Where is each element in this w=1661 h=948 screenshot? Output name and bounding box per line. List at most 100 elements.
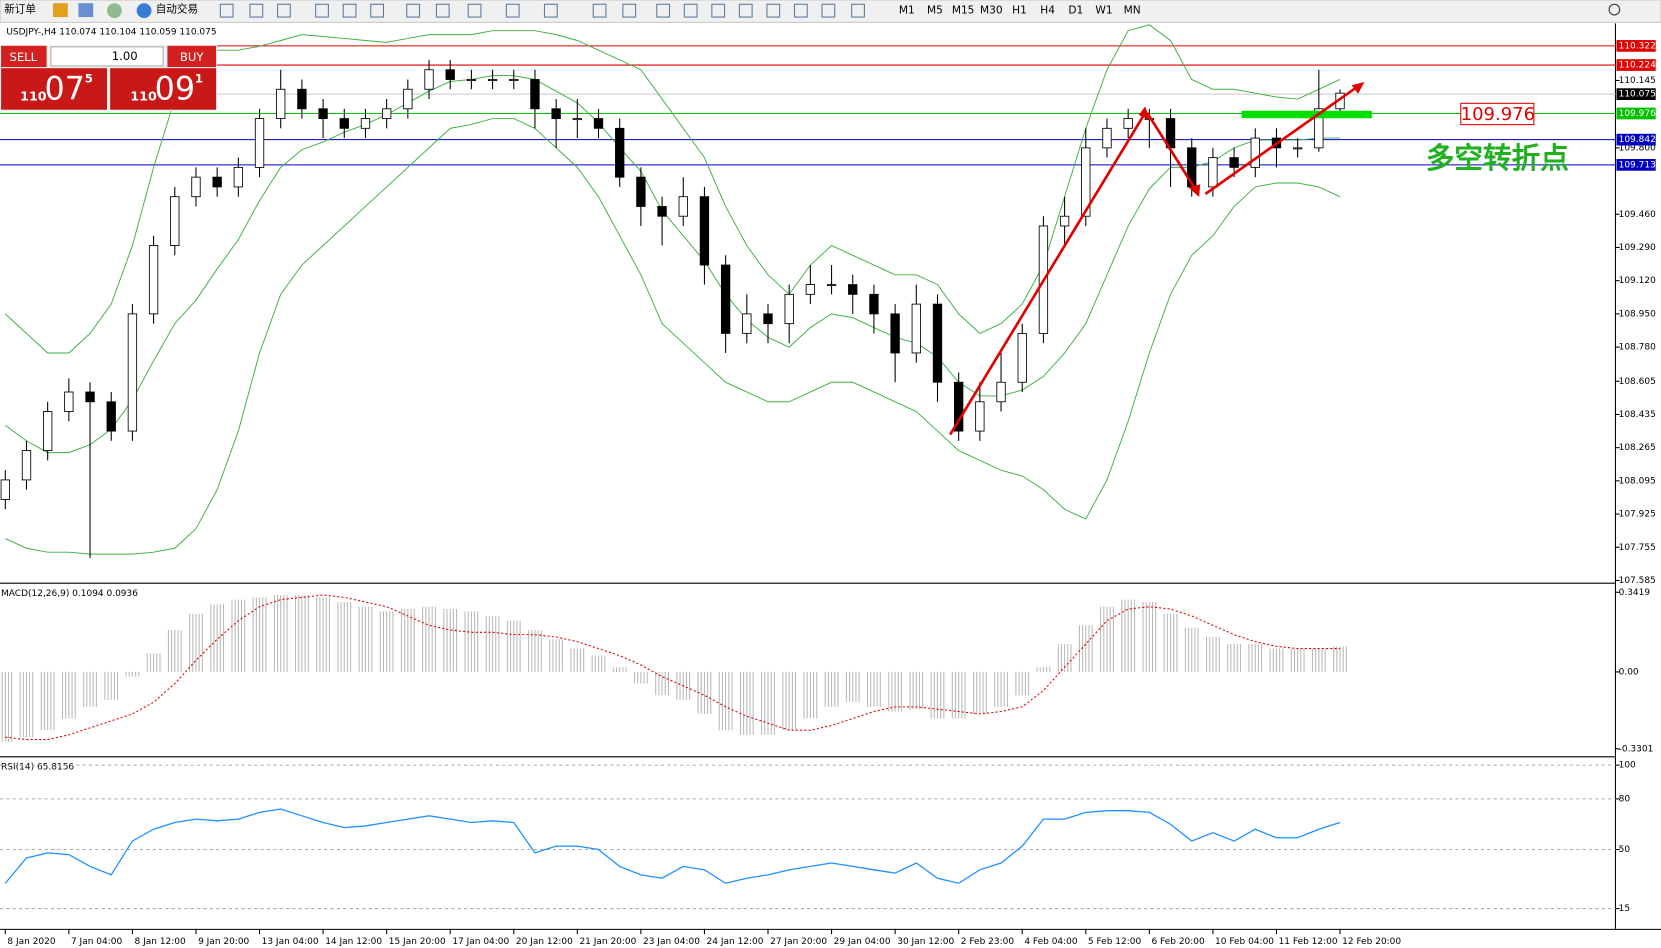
bollinger-upper [4, 24, 1341, 354]
candle-body [657, 206, 667, 217]
timeframe-button[interactable]: H4 [1040, 4, 1055, 17]
sell-price-box[interactable] [1, 68, 107, 110]
candle-body [975, 401, 985, 432]
candle-body [551, 108, 561, 119]
candle-body [699, 196, 710, 266]
tool-icon[interactable] [315, 3, 329, 18]
arrow-head [1188, 184, 1201, 198]
tool-icon[interactable] [505, 3, 520, 18]
tool-icon[interactable] [406, 3, 421, 18]
tool-icon[interactable] [711, 3, 726, 18]
x-tick-label: 30 Jan 12:00 [897, 937, 954, 947]
auto-trading-icon[interactable] [136, 3, 152, 19]
tool-icon[interactable] [592, 3, 607, 18]
buy-price-box[interactable] [110, 68, 217, 110]
y-tick-label: 107.585 [1619, 576, 1656, 586]
price-level-tag [1616, 88, 1656, 100]
tool-icon[interactable] [467, 3, 482, 18]
toolbar: 新订单 自动交易 M1 M5 M15 M30 H1 H4 D1 W1 MN [0, 0, 1661, 23]
timeframe-button[interactable]: H1 [1012, 4, 1027, 17]
price-level-tag [1616, 59, 1656, 71]
candle-body [85, 391, 95, 403]
icon[interactable] [106, 3, 122, 19]
auto-trading-button[interactable]: 自动交易 [156, 3, 198, 16]
candle-body [678, 196, 688, 217]
sell-button[interactable] [1, 45, 47, 68]
icon[interactable] [78, 3, 94, 18]
x-tick-label: 5 Feb 12:00 [1088, 937, 1142, 947]
y-tick-label: 109.800 [1619, 143, 1656, 153]
new-order-button[interactable]: 新订单 [4, 3, 36, 16]
tool-icon[interactable] [219, 3, 234, 18]
tool-icon[interactable] [249, 3, 264, 18]
candle-body [1081, 147, 1091, 217]
y-tick-label: 108.095 [1619, 476, 1656, 486]
y-tick-label: 109.460 [1619, 210, 1656, 220]
tool-icon[interactable] [821, 3, 836, 18]
tool-icon[interactable] [543, 3, 558, 18]
tool-icon[interactable] [435, 3, 450, 18]
timeframe-button[interactable]: D1 [1068, 4, 1083, 17]
price-level-label: 110.322 [1619, 41, 1656, 51]
y-tick-label: 50 [1619, 845, 1631, 855]
y-tick-label: 108.950 [1619, 309, 1656, 319]
tool-icon[interactable] [793, 3, 808, 18]
x-tick-label: 4 Feb 04:00 [1024, 937, 1078, 947]
lot-input[interactable] [50, 46, 164, 67]
timeframe-button[interactable]: MN [1124, 4, 1141, 17]
candle-body [572, 118, 582, 121]
search-icon[interactable] [1608, 3, 1621, 16]
buy-label[interactable]: BUY [180, 50, 204, 64]
price-level-tag [1616, 40, 1656, 52]
buy-button[interactable] [167, 45, 217, 68]
trend-arrow [949, 112, 1147, 436]
y-tick-label: 107.755 [1619, 543, 1656, 553]
x-tick-label: 13 Jan 04:00 [262, 937, 319, 947]
candle-body [1059, 215, 1070, 227]
sell-label[interactable]: SELL [9, 50, 37, 64]
timeframe-button[interactable]: M5 [927, 4, 943, 17]
candle-body [254, 118, 265, 168]
x-tick-label: 15 Jan 20:00 [389, 937, 446, 947]
annotation-text: 多空转折点 [1426, 141, 1569, 175]
indicator-title: USDJPY-,H4 110.074 110.104 110.059 110.0… [6, 27, 216, 37]
candle-body [212, 176, 222, 188]
y-tick-label: -0.3301 [1619, 744, 1654, 754]
drawings: 109.976 多空转折点 [949, 82, 1569, 436]
indicator-title: RSI(14) 65.8156 [1, 762, 74, 772]
timeframe-button[interactable]: M1 [899, 4, 915, 17]
chart-tools [219, 3, 865, 18]
tool-icon[interactable] [738, 3, 753, 18]
tool-icon[interactable] [370, 3, 385, 18]
trend-arrow [1146, 112, 1199, 193]
arrow-head [1351, 82, 1365, 94]
tool-icon[interactable] [277, 3, 291, 18]
y-tick-label: 108.605 [1619, 377, 1656, 387]
icon[interactable] [52, 3, 68, 18]
rsi-line [4, 808, 1341, 884]
tool-icon[interactable] [622, 3, 637, 18]
price-level-label: 109.842 [1619, 135, 1656, 145]
candle-body [1123, 118, 1133, 129]
tool-icon[interactable] [342, 3, 357, 18]
tool-icon[interactable] [656, 3, 671, 18]
timeframe-button[interactable]: M15 [952, 4, 975, 17]
sell-price-sup: 5 [85, 71, 93, 85]
tool-icon[interactable] [683, 3, 698, 18]
candle-body [763, 313, 773, 325]
candle-body [784, 293, 794, 325]
lot-value[interactable]: 1.00 [112, 49, 138, 63]
candle-body [805, 284, 816, 295]
tool-icon[interactable] [851, 3, 865, 18]
candle-body [720, 264, 731, 334]
tool-icon[interactable] [766, 3, 781, 18]
y-tick-label: 108.435 [1619, 410, 1656, 420]
timeframe-button[interactable]: W1 [1095, 4, 1112, 17]
timeframe-button[interactable]: M30 [980, 4, 1003, 17]
y-tick-label: 108.265 [1619, 443, 1656, 453]
timeframe-buttons: M1 M5 M15 M30 H1 H4 D1 W1 MN [899, 4, 1141, 17]
price-label-box [1460, 102, 1535, 126]
